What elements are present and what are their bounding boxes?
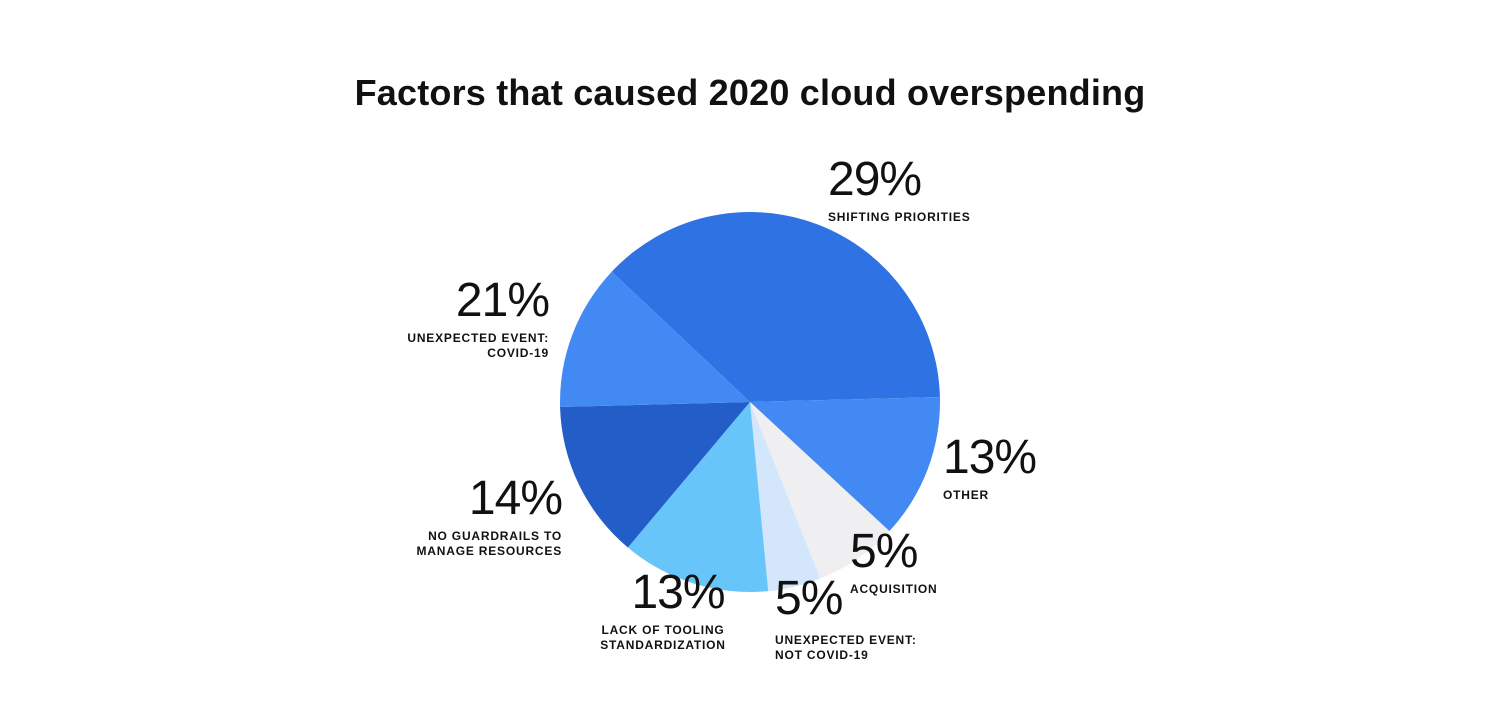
pie-slice-other: [750, 397, 940, 532]
slice-percent: 13%: [943, 431, 1037, 484]
pie-slice-shifting-priorities: [611, 212, 940, 402]
slice-percent: 13%: [631, 566, 725, 619]
slice-percent: 29%: [828, 153, 922, 206]
label-unexpected-covid: 21% UNEXPECTED EVENT: COVID-19: [407, 274, 550, 361]
pie-slice-unexpected-covid: [560, 271, 750, 407]
pie-slice-no-guardrails: [560, 402, 750, 548]
pie-slice-unexpected-not-covid: [750, 402, 821, 592]
pie-slice-acquisition: [750, 402, 890, 579]
slice-label: UNEXPECTED EVENT: NOT COVID-19: [775, 633, 917, 662]
slice-percent: 21%: [455, 274, 550, 327]
slice-percent: 14%: [468, 472, 563, 525]
label-lack-of-tooling: 13% LACK OF TOOLING STANDARDIZATION: [583, 566, 743, 653]
slice-label: UNEXPECTED EVENT: COVID-19: [407, 331, 549, 360]
slice-label: LACK OF TOOLING STANDARDIZATION: [600, 623, 726, 652]
slice-label: ACQUISITION: [850, 582, 938, 596]
label-no-guardrails: 14% NO GUARDRAILS TO MANAGE RESOURCES: [416, 472, 563, 559]
slice-label: OTHER: [943, 488, 989, 502]
slice-percent: 5%: [775, 572, 843, 625]
pie-slice-lack-of-tooling: [627, 402, 769, 593]
label-acquisition: 5% ACQUISITION: [850, 525, 938, 597]
label-unexpected-not-covid: 5% UNEXPECTED EVENT: NOT COVID-19: [775, 572, 917, 663]
slice-label: SHIFTING PRIORITIES: [828, 210, 971, 224]
slice-label: NO GUARDRAILS TO MANAGE RESOURCES: [416, 529, 562, 558]
label-other: 13% OTHER: [943, 431, 1037, 503]
chart-title: Factors that caused 2020 cloud overspend…: [354, 72, 1146, 113]
label-shifting-priorities: 29% SHIFTING PRIORITIES: [828, 153, 971, 225]
slice-percent: 5%: [850, 525, 918, 578]
